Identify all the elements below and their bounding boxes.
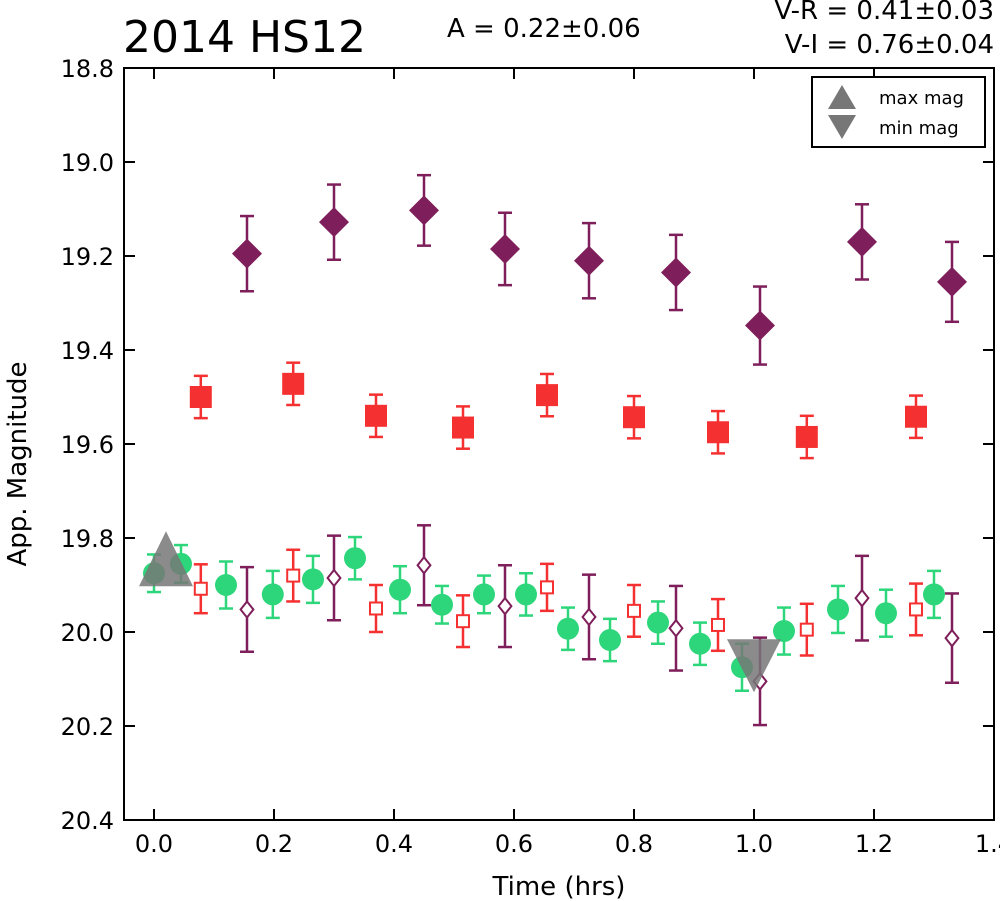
data-point-square — [365, 404, 387, 427]
data-point-open-square — [456, 614, 470, 629]
data-point-diamond — [409, 195, 439, 226]
x-tick-label: 1.2 — [855, 830, 893, 858]
y-tick-label: 20.2 — [61, 713, 114, 741]
data-point-square — [282, 372, 305, 395]
x-tick-label: 0.2 — [255, 830, 293, 858]
legend-max-mag-icon — [828, 85, 856, 109]
data-point-circle — [261, 583, 284, 606]
legend: max mag min mag — [811, 76, 986, 148]
data-point-open-diamond — [497, 596, 513, 616]
data-point-diamond — [232, 238, 262, 269]
data-point-open-square — [540, 580, 554, 595]
data-point-circle — [557, 617, 579, 640]
data-point-open-diamond — [668, 618, 684, 638]
legend-max-mag-label: max mag — [879, 88, 964, 109]
y-tick-label: 19.0 — [61, 149, 114, 177]
data-point-open-diamond — [944, 628, 960, 648]
data-point-diamond — [937, 266, 967, 297]
plot-frame — [123, 67, 995, 821]
data-point-circle — [599, 628, 621, 651]
x-axis-label: Time (hrs) — [492, 872, 626, 901]
y-tick-label: 19.2 — [61, 243, 114, 271]
axis-ticks: 0.0 0.2 0.4 0.6 0.8 1.0 1.2 1.4 18.8 19.0 19.2 19.4… — [61, 55, 1000, 858]
y-tick-label: 19.4 — [61, 337, 114, 365]
data-point-circle — [215, 574, 237, 596]
x-tick-label: 0.0 — [135, 830, 173, 858]
data-point-circle — [473, 583, 495, 606]
data-point-square — [905, 405, 927, 428]
data-point-square — [452, 416, 474, 439]
data-point-circle — [689, 632, 711, 655]
legend-min-mag-icon — [828, 115, 856, 139]
data-point-diamond — [847, 226, 877, 257]
data-point-circle — [773, 620, 795, 643]
legend-min-mag-label: min mag — [879, 118, 959, 139]
data-point-open-square — [909, 602, 923, 617]
data-point-circle — [515, 583, 537, 606]
data-point-circle — [923, 583, 945, 606]
y-tick-label: 18.8 — [61, 55, 114, 83]
data-point-diamond — [661, 257, 691, 288]
x-tick-label: 1.4 — [975, 830, 1000, 858]
y-tick-label: 20.0 — [61, 619, 114, 647]
data-point-diamond — [490, 233, 520, 264]
data-point-open-square — [369, 601, 383, 616]
chart-title: 2014 HS12 — [123, 12, 366, 63]
data-point-diamond — [319, 207, 349, 238]
data-marks — [139, 173, 967, 727]
amplitude-label: A = 0.22±0.06 — [447, 14, 641, 44]
data-point-circle — [389, 578, 411, 601]
x-tick-label: 0.4 — [375, 830, 413, 858]
data-point-open-square — [711, 617, 725, 632]
data-point-circle — [875, 602, 897, 625]
data-point-circle — [431, 593, 453, 616]
x-tick-label: 0.6 — [495, 830, 533, 858]
v-r-color-label: V-R = 0.41±0.03 — [774, 0, 994, 26]
data-point-circle — [647, 611, 669, 634]
data-point-open-square — [627, 603, 641, 618]
y-tick-label: 19.8 — [61, 525, 114, 553]
data-point-diamond — [574, 245, 604, 276]
data-point-open-diamond — [326, 568, 342, 588]
data-point-square — [189, 386, 212, 408]
data-point-open-diamond — [854, 588, 870, 608]
data-point-circle — [302, 568, 324, 591]
data-point-square — [536, 384, 558, 407]
data-point-open-square — [286, 568, 301, 583]
data-point-square — [623, 406, 645, 429]
min-mag-marker — [727, 639, 781, 693]
data-point-open-diamond — [239, 599, 255, 620]
data-point-square — [795, 425, 818, 448]
max-mag-marker — [139, 531, 193, 587]
data-point-circle — [344, 547, 366, 570]
data-point-square — [707, 421, 729, 444]
y-tick-label: 20.4 — [61, 807, 114, 835]
v-i-color-label: V-I = 0.76±0.04 — [784, 30, 994, 60]
data-point-open-square — [193, 581, 208, 596]
data-point-diamond — [745, 310, 775, 341]
data-point-open-diamond — [416, 555, 432, 575]
x-tick-label: 1.0 — [735, 830, 773, 858]
data-point-open-square — [799, 622, 814, 637]
x-tick-label: 0.8 — [615, 830, 653, 858]
data-point-circle — [827, 598, 849, 621]
data-point-open-diamond — [581, 607, 597, 627]
y-axis-label: App. Magnitude — [3, 361, 33, 566]
y-tick-label: 19.6 — [61, 431, 114, 459]
